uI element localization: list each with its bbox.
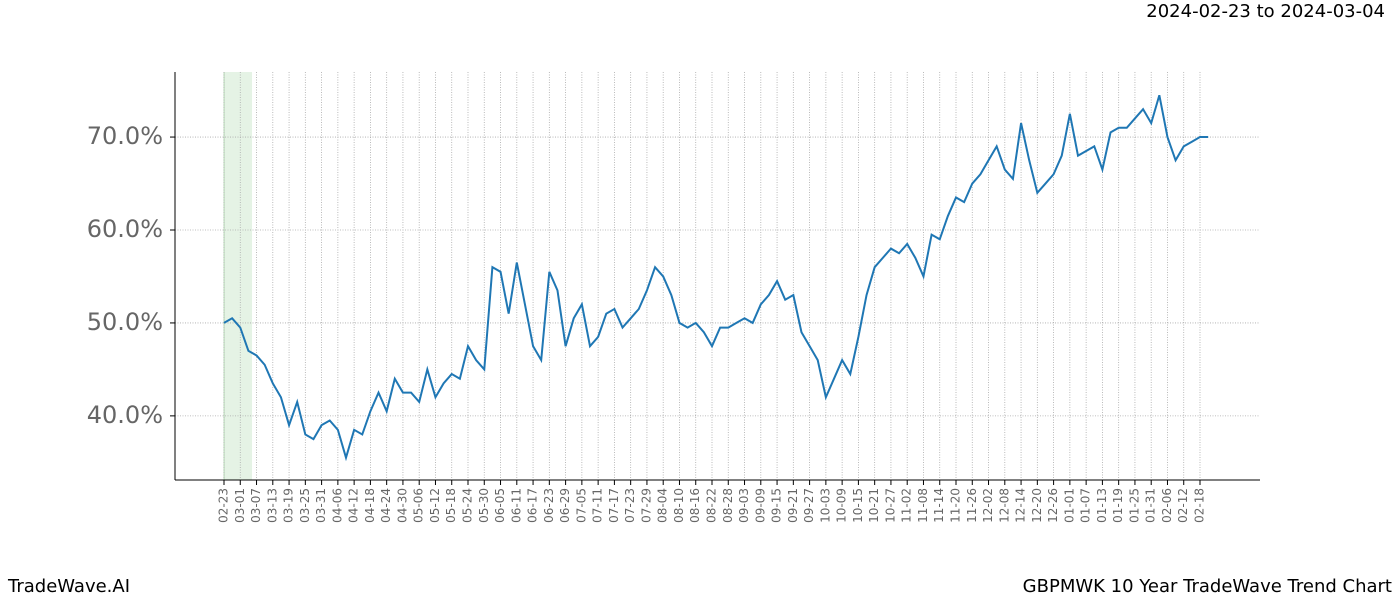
footer-left: TradeWave.AI — [7, 576, 130, 597]
x-tick-label: 10-21 — [867, 488, 881, 523]
x-tick-label: 01-19 — [1111, 488, 1125, 523]
x-tick-label: 03-07 — [249, 488, 263, 523]
x-tick-label: 08-28 — [721, 488, 735, 523]
x-tick-label: 02-06 — [1160, 488, 1174, 523]
x-tick-label: 01-31 — [1144, 488, 1158, 523]
x-tick-label: 09-03 — [737, 488, 751, 523]
x-tick-label: 08-04 — [656, 488, 670, 523]
x-tick-label: 12-20 — [1030, 488, 1044, 523]
x-tick-label: 11-14 — [932, 488, 946, 523]
x-tick-label: 09-21 — [786, 488, 800, 523]
x-tick-label: 07-23 — [623, 488, 637, 523]
x-tick-label: 11-20 — [949, 488, 963, 523]
x-tick-label: 06-11 — [509, 488, 523, 523]
x-tick-label: 10-15 — [851, 488, 865, 523]
x-tick-label: 04-18 — [363, 488, 377, 523]
x-tick-label: 08-10 — [672, 488, 686, 523]
x-tick-label: 06-05 — [493, 488, 507, 523]
x-tick-label: 09-15 — [770, 488, 784, 523]
footer-right: GBPMWK 10 Year TradeWave Trend Chart — [1023, 576, 1392, 597]
x-tick-label: 02-23 — [217, 488, 231, 523]
x-tick-label: 07-11 — [591, 488, 605, 523]
x-tick-label: 04-12 — [347, 488, 361, 523]
x-tick-label: 06-23 — [542, 488, 556, 523]
x-tick-label: 03-13 — [265, 488, 279, 523]
x-tick-label: 09-27 — [802, 488, 816, 523]
x-tick-label: 04-30 — [395, 488, 409, 523]
x-tick-label: 07-29 — [639, 488, 653, 523]
x-tick-label: 11-08 — [916, 488, 930, 523]
x-tick-label: 07-17 — [607, 488, 621, 523]
x-tick-label: 12-26 — [1046, 488, 1060, 523]
x-tick-label: 11-02 — [900, 488, 914, 523]
x-tick-label: 02-18 — [1193, 488, 1207, 523]
highlight-band — [224, 72, 252, 480]
x-tick-label: 08-16 — [688, 488, 702, 523]
x-tick-label: 03-31 — [314, 488, 328, 523]
x-tick-label: 05-18 — [444, 488, 458, 523]
x-tick-label: 02-12 — [1176, 488, 1190, 523]
x-tick-label: 05-12 — [428, 488, 442, 523]
x-tick-label: 05-06 — [412, 488, 426, 523]
x-tick-label: 12-14 — [1014, 488, 1028, 523]
x-tick-label: 11-26 — [965, 488, 979, 523]
y-tick-label: 50.0% — [87, 308, 163, 336]
x-tick-label: 10-09 — [835, 488, 849, 523]
x-tick-label: 10-03 — [818, 488, 832, 523]
line-series — [223, 94, 1209, 462]
x-tick-label: 03-19 — [282, 488, 296, 523]
x-tick-label: 01-13 — [1095, 488, 1109, 523]
chart-title: 2024-02-23 to 2024-03-04 — [1146, 1, 1385, 22]
x-tick-label: 08-22 — [705, 488, 719, 523]
x-tick-label: 05-24 — [461, 488, 475, 523]
x-tick-label: 03-25 — [298, 488, 312, 523]
y-tick-label: 60.0% — [87, 215, 163, 243]
x-tick-label: 06-29 — [558, 488, 572, 523]
x-tick-label: 01-07 — [1079, 488, 1093, 523]
x-tick-label: 04-24 — [379, 488, 393, 523]
x-tick-label: 05-30 — [477, 488, 491, 523]
x-tick-label: 03-01 — [233, 488, 247, 523]
y-tick-label: 40.0% — [87, 401, 163, 429]
x-tick-label: 06-17 — [526, 488, 540, 523]
x-tick-label: 01-01 — [1062, 488, 1076, 523]
x-tick-label: 04-06 — [330, 488, 344, 523]
x-tick-label: 12-08 — [997, 488, 1011, 523]
x-tick-label: 07-05 — [574, 488, 588, 523]
x-tick-label: 10-27 — [883, 488, 897, 523]
x-tick-label: 12-02 — [981, 488, 995, 523]
y-tick-label: 70.0% — [87, 122, 163, 150]
x-tick-label: 09-09 — [753, 488, 767, 523]
x-tick-label: 01-25 — [1127, 488, 1141, 523]
